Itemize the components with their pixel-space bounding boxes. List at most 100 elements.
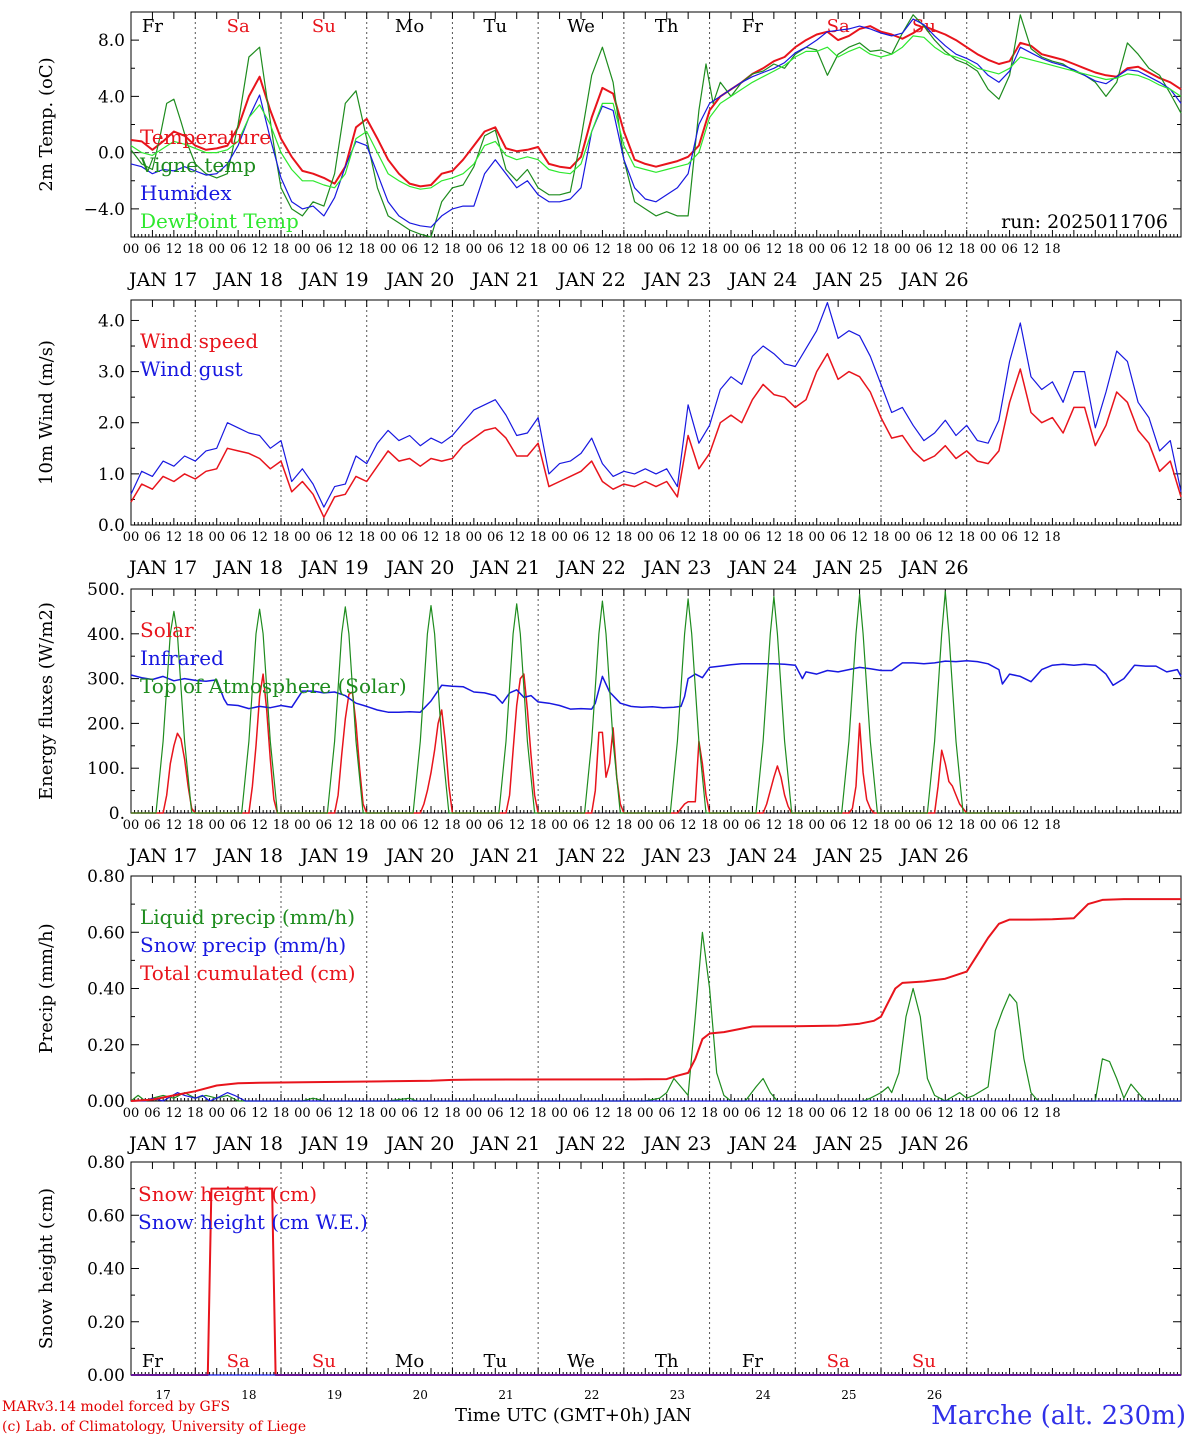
energy-hour-label: 12 <box>680 818 697 833</box>
precip-date-label: JAN 19 <box>298 1133 368 1155</box>
snow-day-label: Tu <box>483 1351 507 1372</box>
precip-hour-label: 12 <box>1023 1106 1040 1121</box>
temperature-hour-label: 06 <box>401 242 418 257</box>
snow-legend-1: Snow height (cm W.E.) <box>138 1210 368 1234</box>
temperature-hour-label: 12 <box>251 242 268 257</box>
wind-y-tick-label: 3.0 <box>98 363 125 383</box>
wind-hour-label: 12 <box>166 530 183 545</box>
precip-hour-label: 18 <box>187 1106 204 1121</box>
wind-hour-label: 06 <box>401 530 418 545</box>
temperature-hour-label: 00 <box>551 242 568 257</box>
temperature-hour-label: 12 <box>166 242 183 257</box>
energy-frame <box>130 588 1182 814</box>
energy-date-label: JAN 20 <box>384 845 454 867</box>
energy-hour-label: 18 <box>616 818 633 833</box>
wind-hour-label: 00 <box>123 530 140 545</box>
wind-hour-label: 00 <box>637 530 654 545</box>
wind-hour-label: 18 <box>273 530 290 545</box>
wind-hour-label: 18 <box>530 530 547 545</box>
wind-date-label: JAN 21 <box>470 557 540 579</box>
temperature-legend-2: Humidex <box>140 181 232 205</box>
temperature-series-3-line <box>130 35 1182 190</box>
precip-hour-label: 06 <box>144 1106 161 1121</box>
snow-day-number: 21 <box>498 1388 513 1402</box>
energy-hour-label: 00 <box>294 818 311 833</box>
snow-day-label: Mo <box>395 1351 424 1372</box>
energy-date-label: JAN 18 <box>213 845 283 867</box>
wind-hour-label: 06 <box>658 530 675 545</box>
energy-hour-label: 06 <box>144 818 161 833</box>
temperature-date-label: JAN 17 <box>127 269 197 291</box>
temperature-hour-label: 06 <box>916 242 933 257</box>
temperature-hour-label: 12 <box>594 242 611 257</box>
precip-hour-label: 18 <box>444 1106 461 1121</box>
temperature-y-tick-label: 4.0 <box>98 87 125 107</box>
energy-hour-label: 12 <box>937 818 954 833</box>
wind-hour-label: 06 <box>230 530 247 545</box>
precip-hour-label: 18 <box>616 1106 633 1121</box>
energy-hour-label: 18 <box>701 818 718 833</box>
precip-hour-label: 06 <box>487 1106 504 1121</box>
wind-y-tick-label: 4.0 <box>98 311 125 331</box>
precip-hour-label: 06 <box>830 1106 847 1121</box>
precip-hour-label: 18 <box>273 1106 290 1121</box>
energy-hour-label: 12 <box>851 818 868 833</box>
wind-hour-label: 00 <box>551 530 568 545</box>
temperature-hour-label: 12 <box>766 242 783 257</box>
temperature-series-2-line <box>130 18 1182 228</box>
energy-hour-label: 18 <box>187 818 204 833</box>
precip-hour-label: 12 <box>166 1106 183 1121</box>
energy-y-tick-label: 0. <box>109 804 125 824</box>
temperature-hour-label: 06 <box>230 242 247 257</box>
temperature-day-label: Th <box>655 16 679 37</box>
snow-day-label: Sa <box>227 1351 250 1372</box>
snow-day-number: 24 <box>756 1388 772 1402</box>
snow-day-number: 19 <box>327 1388 342 1402</box>
energy-hour-label: 18 <box>1044 818 1061 833</box>
precip-hour-label: 12 <box>937 1106 954 1121</box>
precip-y-tick-label: 0.20 <box>87 1036 125 1056</box>
temperature-hour-label: 12 <box>508 242 525 257</box>
precip-hour-label: 06 <box>916 1106 933 1121</box>
wind-hour-label: 00 <box>380 530 397 545</box>
temperature-date-label: JAN 21 <box>470 269 540 291</box>
energy-hour-label: 06 <box>658 818 675 833</box>
energy-hour-label: 00 <box>466 818 483 833</box>
snow-y-tick-label: 0.40 <box>87 1260 125 1280</box>
wind-y-tick-label: 0.0 <box>98 516 125 536</box>
precip-hour-label: 00 <box>637 1106 654 1121</box>
precip-hour-label: 12 <box>766 1106 783 1121</box>
wind-hour-label: 18 <box>616 530 633 545</box>
snow-y-tick-label: 0.00 <box>87 1366 125 1386</box>
precip-hour-label: 12 <box>851 1106 868 1121</box>
energy-hour-label: 06 <box>487 818 504 833</box>
precip-hour-label: 00 <box>980 1106 997 1121</box>
wind-hour-label: 12 <box>594 530 611 545</box>
precip-date-label: JAN 25 <box>813 1133 883 1155</box>
precip-hour-label: 00 <box>894 1106 911 1121</box>
precip-hour-label: 12 <box>594 1106 611 1121</box>
wind-hour-label: 00 <box>894 530 911 545</box>
wind-legend-1: Wind gust <box>140 357 243 381</box>
temperature-hour-label: 06 <box>487 242 504 257</box>
snow-day-number: 20 <box>413 1388 428 1402</box>
wind-date-label: JAN 25 <box>813 557 883 579</box>
temperature-hour-label: 18 <box>873 242 890 257</box>
precip-date-label: JAN 26 <box>898 1133 968 1155</box>
wind-hour-label: 18 <box>1044 530 1061 545</box>
temperature-legend-3: DewPoint Temp <box>140 209 299 233</box>
energy-hour-label: 12 <box>508 818 525 833</box>
precip-hour-label: 06 <box>658 1106 675 1121</box>
energy-date-label: JAN 26 <box>898 845 968 867</box>
temperature-hour-label: 12 <box>937 242 954 257</box>
energy-hour-label: 00 <box>637 818 654 833</box>
snow-day-number: 18 <box>241 1388 256 1402</box>
precip-hour-label: 00 <box>723 1106 740 1121</box>
temperature-hour-label: 18 <box>444 242 461 257</box>
wind-hour-label: 12 <box>1023 530 1040 545</box>
temperature-hour-label: 12 <box>680 242 697 257</box>
wind-date-label: JAN 22 <box>556 557 626 579</box>
snow-day-number: 22 <box>584 1388 599 1402</box>
precip-series-0-line <box>130 931 1181 1102</box>
temperature-hour-label: 18 <box>187 242 204 257</box>
